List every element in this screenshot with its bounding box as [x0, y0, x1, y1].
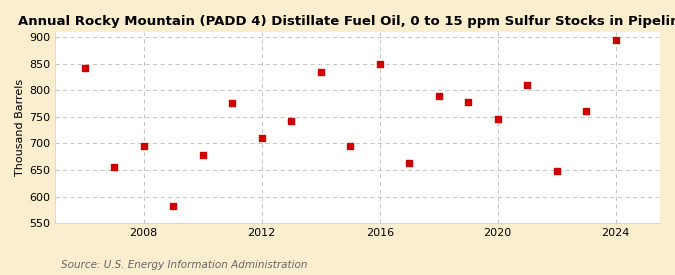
Point: [404, 161, 414, 165]
Point: [463, 100, 474, 104]
Point: [197, 153, 208, 157]
Y-axis label: Thousand Barrels: Thousand Barrels: [15, 79, 25, 176]
Point: [109, 165, 119, 170]
Point: [345, 143, 356, 148]
Point: [286, 119, 296, 123]
Point: [227, 101, 238, 105]
Point: [315, 70, 326, 74]
Title: Annual Rocky Mountain (PADD 4) Distillate Fuel Oil, 0 to 15 ppm Sulfur Stocks in: Annual Rocky Mountain (PADD 4) Distillat…: [18, 15, 675, 28]
Point: [581, 109, 592, 113]
Point: [138, 144, 149, 148]
Point: [492, 116, 503, 121]
Point: [522, 83, 533, 87]
Text: Source: U.S. Energy Information Administration: Source: U.S. Energy Information Administ…: [61, 260, 307, 270]
Point: [79, 65, 90, 70]
Point: [375, 62, 385, 67]
Point: [551, 169, 562, 173]
Point: [256, 135, 267, 140]
Point: [168, 204, 179, 208]
Point: [433, 94, 444, 98]
Point: [610, 38, 621, 42]
